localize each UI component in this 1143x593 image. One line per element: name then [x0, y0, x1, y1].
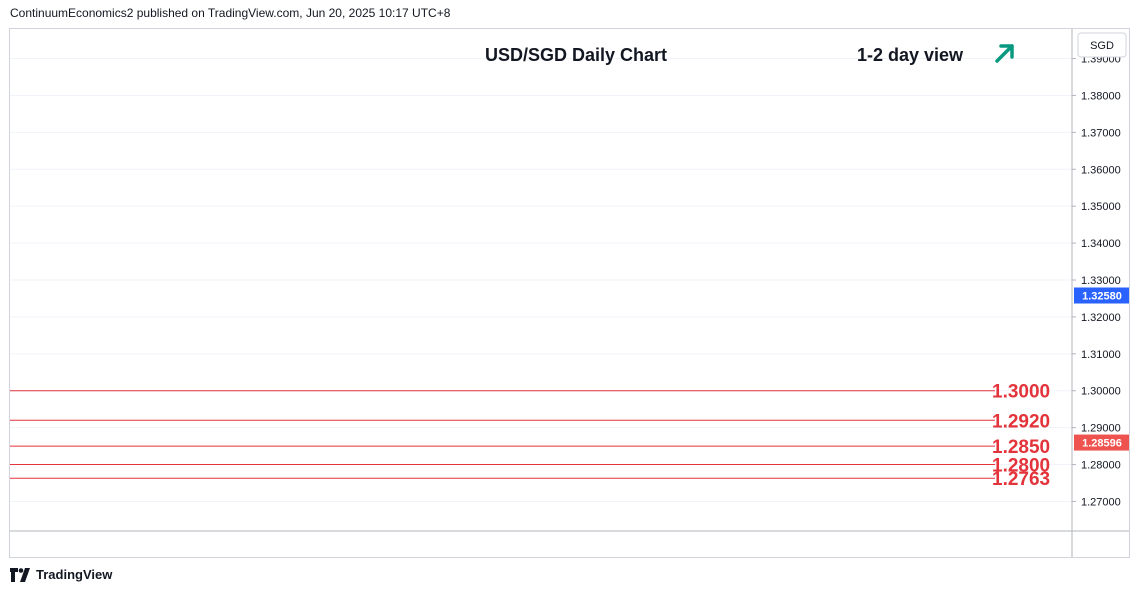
price-tick-label: 1.29000 [1081, 423, 1121, 435]
current-price-badge: 1.28596 [1082, 438, 1122, 450]
price-tick-label: 1.36000 [1081, 164, 1121, 176]
level-label: 1.3000 [992, 382, 1050, 403]
price-tick-label: 1.33000 [1081, 275, 1121, 287]
price-tick-label: 1.38000 [1081, 90, 1121, 102]
level-label: 1.2850 [992, 437, 1050, 458]
level-label: 1.2763 [992, 469, 1050, 490]
symbol-label: SGD [1090, 40, 1114, 52]
price-tick-label: 1.32000 [1081, 312, 1121, 324]
price-tick-label: 1.28000 [1081, 460, 1121, 472]
price-tick-label: 1.37000 [1081, 127, 1121, 139]
ma200-price-badge: 1.32580 [1082, 291, 1122, 303]
price-tick-label: 1.27000 [1081, 496, 1121, 508]
tradingview-logo-text: TradingView [36, 567, 113, 582]
publisher-header: ContinuumEconomics2 published on Trading… [10, 6, 451, 20]
tradingview-logo[interactable]: TradingView [10, 567, 112, 582]
level-label: 1.2920 [992, 411, 1050, 432]
level-label: 1.2800 [992, 456, 1050, 477]
price-tick-label: 1.34000 [1081, 238, 1121, 250]
price-axis[interactable]: 1.390001.380001.370001.360001.350001.340… [1071, 29, 1130, 557]
price-tick-label: 1.30000 [1081, 386, 1121, 398]
chart-title: USD/SGD Daily Chart [485, 45, 667, 65]
price-tick-label: 1.31000 [1081, 349, 1121, 361]
symbol-box[interactable] [1077, 32, 1127, 58]
ma200-price-badge-bg [1074, 287, 1130, 304]
view-label: 1-2 day view [857, 45, 964, 65]
arrow-up-right-icon [995, 44, 1014, 63]
time-axis[interactable]: AugSepOctNovDec2025FebMarAprMayJunJul [10, 530, 1129, 550]
current-price-badge-bg [1074, 434, 1130, 451]
price-tick-label: 1.35000 [1081, 201, 1121, 213]
tradingview-logo-icon [10, 567, 30, 582]
grid [10, 58, 1072, 502]
